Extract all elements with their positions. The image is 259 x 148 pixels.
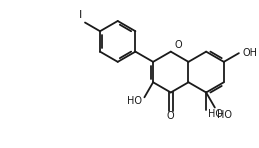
- Text: O: O: [167, 111, 175, 121]
- Text: I: I: [79, 10, 82, 20]
- Text: O: O: [175, 40, 182, 50]
- Text: HO: HO: [127, 96, 142, 106]
- Text: OH: OH: [243, 48, 258, 58]
- Text: HO: HO: [217, 110, 232, 120]
- Text: HO: HO: [208, 109, 223, 119]
